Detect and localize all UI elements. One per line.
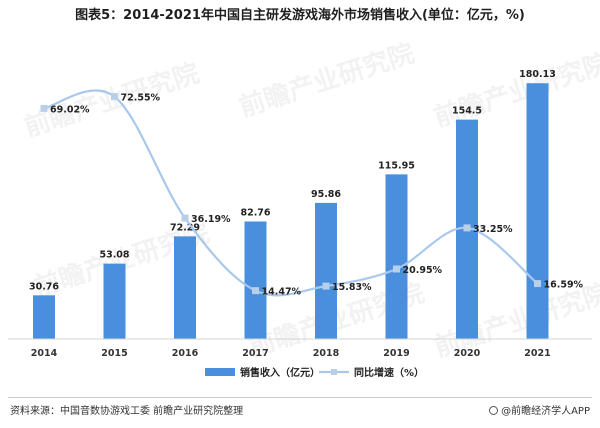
- growth-line: [43, 89, 539, 297]
- x-tick-2017: 2017: [242, 348, 268, 359]
- growth-marker-2015: [111, 93, 118, 101]
- x-tick-2021: 2021: [524, 348, 550, 359]
- bar-label-2015: 53.08: [99, 250, 129, 261]
- brand-text: @前瞻经济学人APP: [501, 406, 590, 417]
- growth-label-2019: 20.95%: [403, 265, 443, 276]
- chart-area: 30.76 53.08 72.29 82.76 95.86 115.95 154.5 180.…: [8, 69, 592, 379]
- legend-swatch-growth-marker: [331, 369, 337, 375]
- x-tick-2014: 2014: [31, 348, 58, 359]
- brand-logo-icon: [489, 406, 499, 415]
- bar-2021: [526, 83, 549, 340]
- growth-label-2016: 36.19%: [191, 214, 231, 225]
- growth-label-2014: 69.02%: [50, 104, 90, 115]
- bar-label-2020: 154.5: [452, 106, 482, 117]
- bar-label-2019: 115.95: [378, 160, 415, 171]
- growth-marker-2016: [181, 214, 189, 222]
- bar-2014: [33, 295, 55, 339]
- legend: 销售收入（亿元） 同比增速（%）: [205, 366, 424, 379]
- growth-marker-2021: [534, 280, 541, 288]
- growth-label-2017: 14.47%: [262, 287, 302, 298]
- legend-swatch-revenue: [205, 368, 235, 376]
- bar-label-2014: 30.76: [29, 281, 59, 292]
- chart-title: 图表5：2014-2021年中国自主研发游戏海外市场销售收入(单位：亿元，%): [75, 8, 525, 23]
- bar-label-2018: 95.86: [311, 189, 341, 200]
- x-tick-2018: 2018: [313, 348, 340, 359]
- growth-label-2020: 33.25%: [473, 224, 513, 235]
- brand-credit: @前瞻经济学人APP: [489, 402, 590, 417]
- growth-label-2018: 15.83%: [332, 282, 372, 293]
- growth-marker-2018: [322, 282, 330, 290]
- growth-marker-2017: [252, 287, 259, 295]
- bar-2016: [174, 236, 196, 339]
- bar-2019: [385, 174, 408, 339]
- bar-2017: [244, 221, 267, 339]
- growth-marker-2020: [463, 224, 471, 232]
- divider: [8, 397, 592, 398]
- bar-label-2016: 72.29: [170, 222, 200, 233]
- legend-label-revenue: 销售收入（亿元）: [240, 366, 320, 379]
- bar-2015: [103, 263, 126, 339]
- bar-label-2021: 180.13: [519, 69, 556, 80]
- x-tick-2016: 2016: [172, 348, 199, 359]
- growth-marker-2014: [40, 104, 48, 112]
- growth-label-2015: 72.55%: [121, 93, 161, 104]
- x-tick-2015: 2015: [101, 348, 127, 359]
- x-tick-2019: 2019: [383, 348, 409, 359]
- source-note: 资料来源：中国音数协游戏工委 前瞻产业研究院整理: [10, 406, 244, 417]
- bar-2018: [315, 202, 337, 339]
- x-tick-2020: 2020: [454, 348, 481, 359]
- legend-label-growth: 同比增速（%）: [354, 366, 424, 379]
- growth-marker-2019: [393, 265, 400, 273]
- bar-label-2017: 82.76: [240, 207, 270, 218]
- growth-label-2021: 16.59%: [544, 280, 584, 291]
